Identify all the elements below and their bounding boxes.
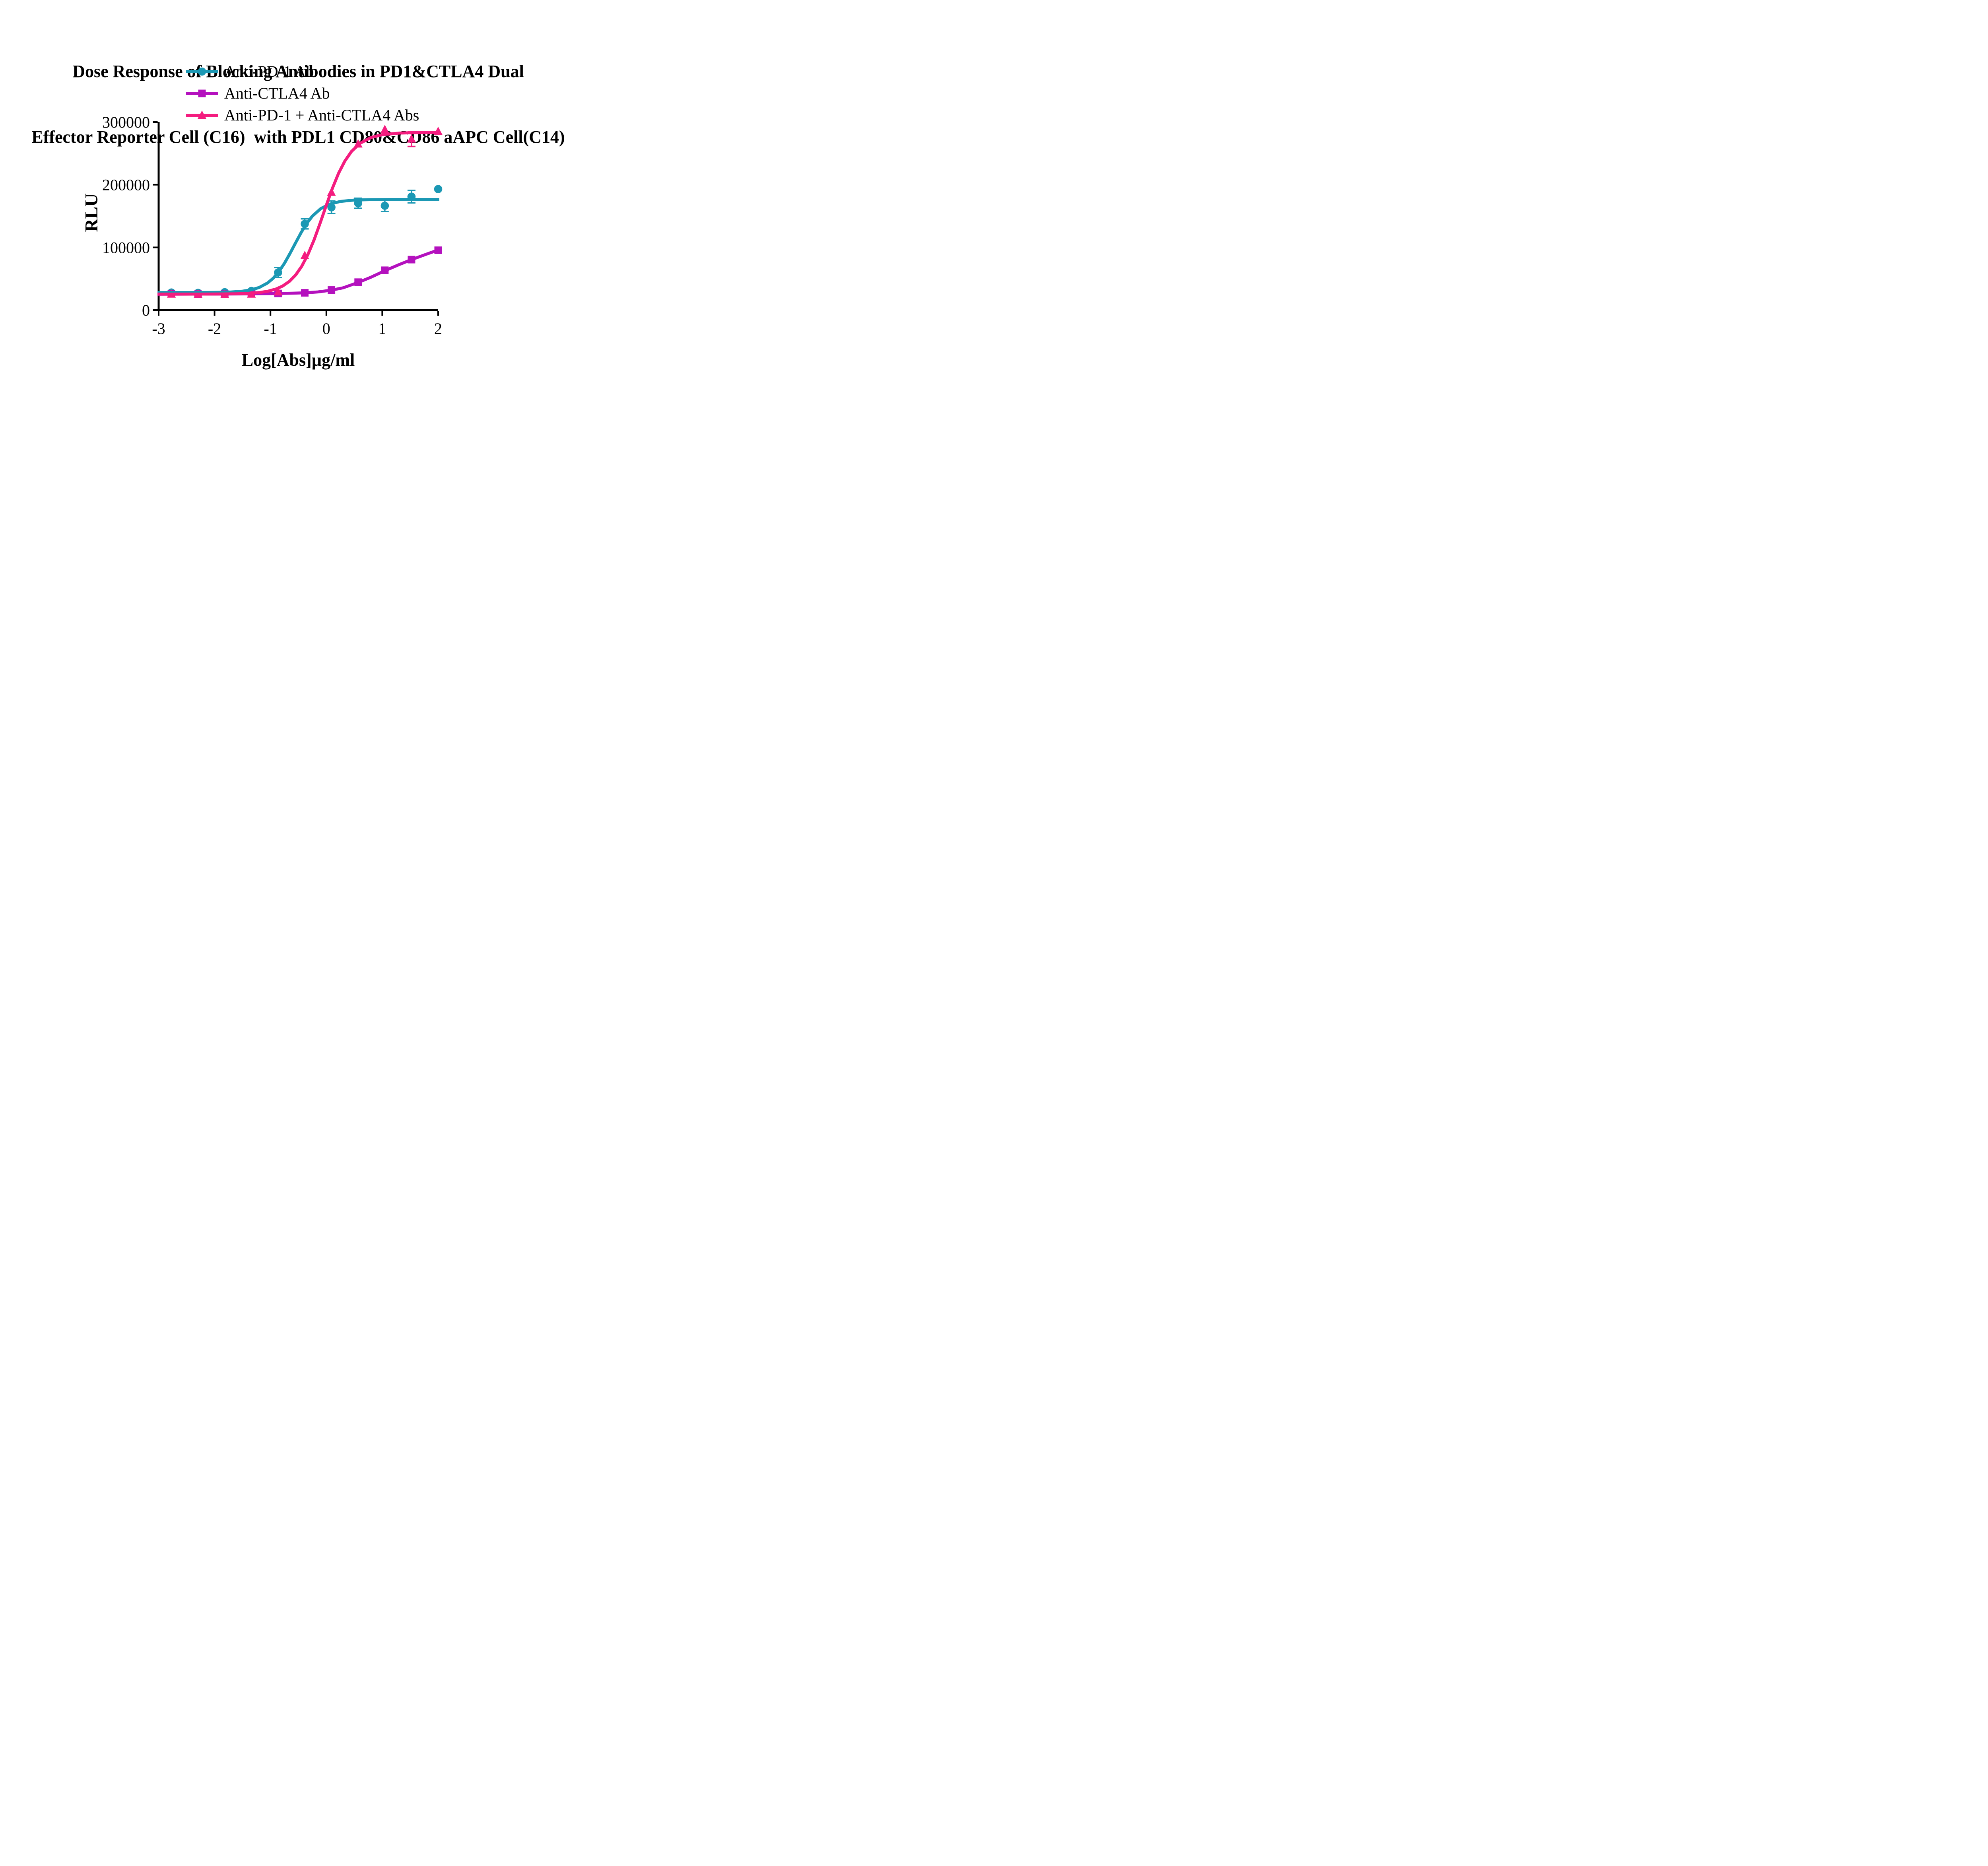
legend-square-glyph <box>198 89 206 97</box>
y-tick-label: 200000 <box>102 176 150 194</box>
x-tick-label: -3 <box>152 320 165 338</box>
legend-marker-triangle-icon <box>186 110 218 119</box>
legend-label-anti-pd-1-ab: Anti-PD-1 Ab <box>224 62 314 80</box>
x-tick-label: 1 <box>378 320 386 338</box>
x-tick-label: -2 <box>208 320 221 338</box>
point-anti-ctla4-ab-9 <box>408 256 415 264</box>
legend-label-anti-ctla4-ab: Anti-CTLA4 Ab <box>224 84 330 102</box>
legend-item-anti-ctla4-ab: Anti-CTLA4 Ab <box>185 82 419 104</box>
y-tick-label: 300000 <box>102 113 150 131</box>
y-tick-label: 100000 <box>102 239 150 256</box>
point-anti-ctla4-ab-8 <box>381 266 389 274</box>
x-axis-title: Log[Abs]µg/ml <box>241 350 355 370</box>
x-tick-label: 2 <box>434 320 442 338</box>
legend-label-anti-pd-1-anti-ctla4-abs: Anti-PD-1 + Anti-CTLA4 Abs <box>224 106 419 124</box>
legend-triangle-glyph <box>198 110 206 119</box>
chart-title: Dose Response of Blocking Antibodies in … <box>0 17 596 192</box>
legend-circle-glyph <box>198 67 206 76</box>
plot-svg: -3 -2 -1 0 1 2 0 100000 200000 300000 <box>102 113 443 338</box>
point-anti-ctla4-ab-5 <box>301 289 309 297</box>
point-anti-pd-1-anti-ctla4-abs-4 <box>274 287 283 296</box>
chart-title-line1: Dose Response of Blocking Antibodies in … <box>72 62 524 81</box>
legend-item-anti-pd-1-anti-ctla4-abs: Anti-PD-1 + Anti-CTLA4 Abs <box>185 104 419 126</box>
legend-marker-square-icon <box>186 89 218 97</box>
curve-anti-pd-1-anti-ctla4-abs <box>157 131 439 296</box>
point-anti-pd-1-anti-ctla4-abs-9 <box>407 134 416 143</box>
curve-anti-pd-1-ab <box>157 198 439 294</box>
point-anti-pd-1-anti-ctla4-abs-8 <box>380 124 389 133</box>
legend-item-anti-pd-1-ab: Anti-PD-1 Ab <box>185 60 419 82</box>
point-anti-pd-1-ab-8 <box>381 202 389 210</box>
point-anti-ctla4-ab-10 <box>434 246 442 254</box>
y-tick-label: 0 <box>142 301 150 319</box>
point-anti-ctla4-ab-7 <box>354 278 362 286</box>
figure-root: Dose Response of Blocking Antibodies in … <box>0 0 596 373</box>
legend-marker-circle-icon <box>186 67 218 76</box>
point-anti-pd-1-ab-10 <box>434 185 443 194</box>
chart-title-line2: Effector Reporter Cell (C16) with PDL1 C… <box>31 127 565 147</box>
x-tick-label: -1 <box>264 320 277 338</box>
point-anti-ctla4-ab-6 <box>328 286 336 294</box>
legend: Anti-PD-1 Ab Anti-CTLA4 Ab Anti-PD-1 + A… <box>185 60 419 126</box>
x-tick-label: 0 <box>322 320 330 338</box>
